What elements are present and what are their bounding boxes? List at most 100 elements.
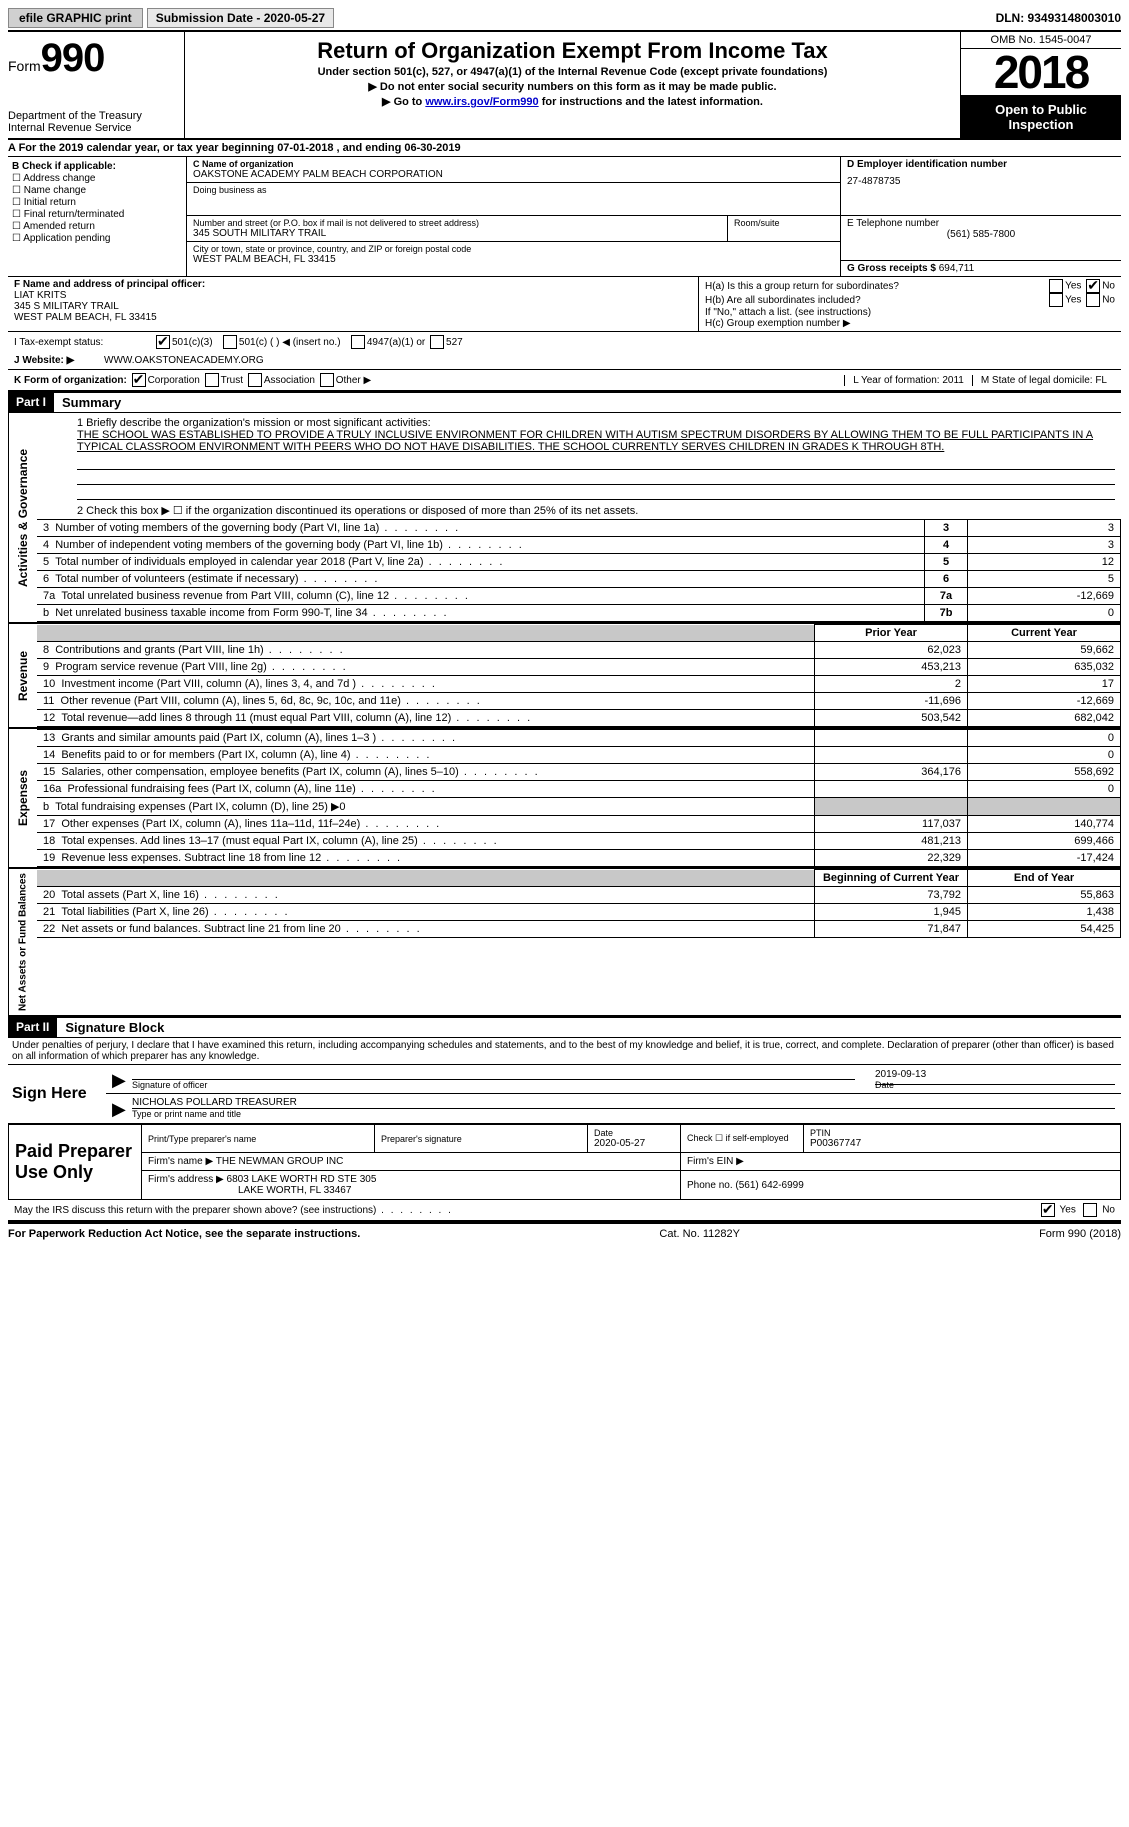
chk-address-change[interactable]: ☐ Address change bbox=[12, 173, 182, 184]
net-assets-section: Net Assets or Fund Balances Beginning of… bbox=[8, 869, 1121, 1017]
paid-preparer-block: Paid Preparer Use Only Print/Type prepar… bbox=[8, 1124, 1121, 1200]
chk-amended-return[interactable]: ☐ Amended return bbox=[12, 221, 182, 232]
table-row: 19 Revenue less expenses. Subtract line … bbox=[37, 850, 1121, 867]
subtitle-2: Do not enter social security numbers on … bbox=[193, 80, 952, 93]
table-revenue: Prior YearCurrent Year8 Contributions an… bbox=[37, 624, 1121, 727]
subtitle-1: Under section 501(c), 527, or 4947(a)(1)… bbox=[193, 66, 952, 78]
ein-cell: D Employer identification number 27-4878… bbox=[841, 157, 1121, 216]
chk-assoc[interactable] bbox=[248, 373, 262, 387]
website-row: J Website: ▶ WWW.OAKSTONEACADEMY.ORG bbox=[8, 352, 1121, 370]
section-b: B Check if applicable: ☐ Address change … bbox=[8, 157, 187, 276]
chk-name-change[interactable]: ☐ Name change bbox=[12, 185, 182, 196]
table-row: 6 Total number of volunteers (estimate i… bbox=[37, 571, 1121, 588]
table-net-assets: Beginning of Current YearEnd of Year20 T… bbox=[37, 869, 1121, 938]
preparer-date-cell: Date2020-05-27 bbox=[588, 1125, 681, 1153]
blank-line bbox=[77, 470, 1115, 485]
chk-hb-no[interactable] bbox=[1086, 293, 1100, 307]
sign-date: 2019-09-13 Date bbox=[875, 1084, 1115, 1091]
chk-ha-yes[interactable] bbox=[1049, 279, 1063, 293]
dba-cell: Doing business as bbox=[187, 183, 840, 216]
footer: For Paperwork Reduction Act Notice, see … bbox=[8, 1222, 1121, 1244]
table-row: 9 Program service revenue (Part VIII, li… bbox=[37, 659, 1121, 676]
chk-527[interactable] bbox=[430, 335, 444, 349]
chk-other[interactable] bbox=[320, 373, 334, 387]
table-row: 5 Total number of individuals employed i… bbox=[37, 554, 1121, 571]
chk-application-pending[interactable]: ☐ Application pending bbox=[12, 233, 182, 244]
chk-discuss-yes[interactable] bbox=[1041, 1203, 1055, 1217]
officer-cell: F Name and address of principal officer:… bbox=[8, 277, 698, 331]
table-row: 16a Professional fundraising fees (Part … bbox=[37, 781, 1121, 798]
table-row: 21 Total liabilities (Part X, line 26)1,… bbox=[37, 904, 1121, 921]
table-row: b Net unrelated business taxable income … bbox=[37, 605, 1121, 622]
chk-501c3[interactable] bbox=[156, 335, 170, 349]
table-header: Prior YearCurrent Year bbox=[37, 625, 1121, 642]
table-row: 15 Salaries, other compensation, employe… bbox=[37, 764, 1121, 781]
street-cell: Number and street (or P.O. box if mail i… bbox=[187, 216, 727, 241]
efile-button[interactable]: efile GRAPHIC print bbox=[8, 8, 143, 28]
officer-signature-line[interactable]: Signature of officer bbox=[132, 1079, 855, 1091]
subtitle-3: ▶ Go to www.irs.gov/Form990 for instruct… bbox=[193, 95, 952, 108]
year-formation: L Year of formation: 2011 bbox=[844, 375, 972, 386]
table-header: Beginning of Current YearEnd of Year bbox=[37, 870, 1121, 887]
firm-name-cell: Firm's name ▶ THE NEWMAN GROUP INC bbox=[142, 1153, 681, 1171]
revenue-section: Revenue Prior YearCurrent Year8 Contribu… bbox=[8, 624, 1121, 729]
table-row: 7a Total unrelated business revenue from… bbox=[37, 588, 1121, 605]
state-domicile: M State of legal domicile: FL bbox=[972, 375, 1115, 386]
chk-4947[interactable] bbox=[351, 335, 365, 349]
firm-phone-cell: Phone no. (561) 642-6999 bbox=[681, 1171, 1121, 1200]
form-header: Form990 Department of the Treasury Inter… bbox=[8, 30, 1121, 140]
topbar: efile GRAPHIC print Submission Date - 20… bbox=[8, 8, 1121, 28]
chk-trust[interactable] bbox=[205, 373, 219, 387]
table-row: 4 Number of independent voting members o… bbox=[37, 537, 1121, 554]
info-block: B Check if applicable: ☐ Address change … bbox=[8, 157, 1121, 277]
self-employed-cell[interactable]: Check ☐ if self-employed bbox=[681, 1125, 804, 1153]
form-number: Form990 bbox=[8, 36, 178, 81]
part-2-header: Part II Signature Block bbox=[8, 1017, 1121, 1038]
dln: DLN: 93493148003010 bbox=[996, 11, 1121, 25]
mission-block: 1 Briefly describe the organization's mi… bbox=[37, 413, 1121, 455]
chk-discuss-no[interactable] bbox=[1083, 1203, 1097, 1217]
tax-year: 2018 bbox=[961, 49, 1121, 96]
discuss-row: May the IRS discuss this return with the… bbox=[8, 1200, 1121, 1222]
blank-line bbox=[77, 455, 1115, 470]
table-row: 13 Grants and similar amounts paid (Part… bbox=[37, 730, 1121, 747]
part-1-header: Part I Summary bbox=[8, 392, 1121, 413]
side-label-na: Net Assets or Fund Balances bbox=[8, 869, 37, 1015]
line-2: 2 Check this box ▶ ☐ if the organization… bbox=[37, 500, 1121, 519]
table-row: 3 Number of voting members of the govern… bbox=[37, 520, 1121, 537]
irs-link[interactable]: www.irs.gov/Form990 bbox=[425, 96, 538, 108]
activities-governance-section: Activities & Governance 1 Briefly descri… bbox=[8, 413, 1121, 624]
table-expenses: 13 Grants and similar amounts paid (Part… bbox=[37, 729, 1121, 867]
form-title: Return of Organization Exempt From Incom… bbox=[193, 38, 952, 64]
arrow-icon: ▶ bbox=[112, 1099, 132, 1120]
tax-exempt-row: I Tax-exempt status: 501(c)(3) 501(c) ( … bbox=[8, 332, 1121, 352]
table-row: 12 Total revenue—add lines 8 through 11 … bbox=[37, 710, 1121, 727]
dept-label: Department of the Treasury Internal Reve… bbox=[8, 110, 178, 134]
chk-ha-no[interactable] bbox=[1086, 279, 1100, 293]
chk-corp[interactable] bbox=[132, 373, 146, 387]
org-name-cell: C Name of organization OAKSTONE ACADEMY … bbox=[187, 157, 840, 183]
chk-final-return[interactable]: ☐ Final return/terminated bbox=[12, 209, 182, 220]
paid-preparer-label: Paid Preparer Use Only bbox=[9, 1125, 142, 1200]
ptin-cell: PTINP00367747 bbox=[804, 1125, 1121, 1153]
preparer-sig-cell[interactable]: Preparer's signature bbox=[375, 1125, 588, 1153]
table-row: b Total fundraising expenses (Part IX, c… bbox=[37, 798, 1121, 816]
table-row: 17 Other expenses (Part IX, column (A), … bbox=[37, 816, 1121, 833]
table-row: 8 Contributions and grants (Part VIII, l… bbox=[37, 642, 1121, 659]
officer-name-line: NICHOLAS POLLARD TREASURER Type or print… bbox=[132, 1097, 1115, 1120]
chk-hb-yes[interactable] bbox=[1049, 293, 1063, 307]
table-row: 11 Other revenue (Part VIII, column (A),… bbox=[37, 693, 1121, 710]
expenses-section: Expenses 13 Grants and similar amounts p… bbox=[8, 729, 1121, 869]
row-f-h: F Name and address of principal officer:… bbox=[8, 277, 1121, 332]
arrow-icon: ▶ bbox=[112, 1070, 132, 1091]
preparer-name-cell: Print/Type preparer's name bbox=[142, 1125, 375, 1153]
table-row: 22 Net assets or fund balances. Subtract… bbox=[37, 921, 1121, 938]
firm-ein-cell: Firm's EIN ▶ bbox=[681, 1153, 1121, 1171]
chk-501c[interactable] bbox=[223, 335, 237, 349]
sign-here-block: Sign Here ▶ Signature of officer 2019-09… bbox=[8, 1065, 1121, 1124]
side-label-ag: Activities & Governance bbox=[8, 413, 37, 622]
table-row: 10 Investment income (Part VIII, column … bbox=[37, 676, 1121, 693]
city-cell: City or town, state or province, country… bbox=[187, 242, 840, 267]
chk-initial-return[interactable]: ☐ Initial return bbox=[12, 197, 182, 208]
blank-line bbox=[77, 485, 1115, 500]
